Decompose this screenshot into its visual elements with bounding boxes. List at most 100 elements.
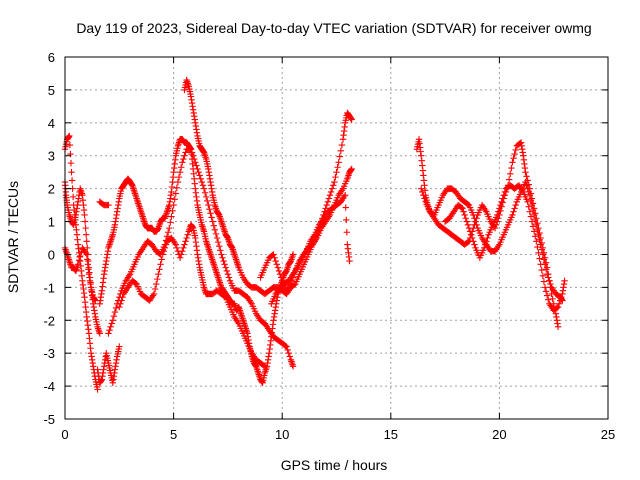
y-tick-label: 6 xyxy=(48,50,55,65)
data-point xyxy=(183,234,190,242)
series-track-i xyxy=(257,165,355,294)
data-point xyxy=(216,243,223,250)
data-point xyxy=(542,266,550,273)
data-point xyxy=(189,152,197,159)
axis-ticks xyxy=(64,56,609,420)
data-point xyxy=(466,228,474,235)
data-point xyxy=(462,215,469,222)
data-point xyxy=(459,205,466,212)
data-point xyxy=(94,386,101,393)
data-point xyxy=(511,150,518,158)
data-point xyxy=(525,188,532,196)
data-point xyxy=(196,172,203,179)
chart-title: Day 119 of 2023, Sidereal Day-to-day VTE… xyxy=(76,20,591,36)
data-point xyxy=(325,195,333,202)
data-point xyxy=(214,238,222,246)
data-point xyxy=(501,188,509,196)
data-point xyxy=(495,208,502,215)
data-point xyxy=(500,192,507,199)
data-point xyxy=(158,256,165,263)
data-point xyxy=(194,165,201,173)
data-point xyxy=(217,247,224,254)
data-point xyxy=(421,195,428,202)
data-point xyxy=(202,193,210,201)
data-point xyxy=(167,219,174,226)
data-point xyxy=(324,198,332,205)
data-point xyxy=(105,330,112,337)
data-point xyxy=(150,290,158,298)
x-tick-label: 15 xyxy=(384,427,398,442)
data-point xyxy=(285,349,292,357)
y-tick-labels: -5 -4 -3 -2 -1 0 1 2 3 4 5 6 xyxy=(43,50,55,427)
data-point xyxy=(67,150,74,158)
data-point xyxy=(529,223,537,230)
data-point xyxy=(527,196,535,204)
data-point xyxy=(328,185,336,192)
data-point xyxy=(528,218,536,225)
data-point xyxy=(526,208,534,215)
series-track-b xyxy=(61,178,103,337)
y-tick-label: -1 xyxy=(43,280,55,295)
data-point xyxy=(171,196,178,203)
data-point xyxy=(261,363,269,370)
data-point xyxy=(336,153,343,160)
x-tick-label: 0 xyxy=(61,427,68,442)
x-tick-label: 5 xyxy=(170,427,177,442)
data-point xyxy=(557,297,564,304)
data-point xyxy=(277,274,285,281)
data-point xyxy=(195,168,202,176)
data-point xyxy=(210,222,217,229)
data-point xyxy=(555,300,563,308)
data-point xyxy=(530,211,538,219)
data-point xyxy=(535,231,542,238)
data-point xyxy=(499,195,506,202)
data-point xyxy=(106,326,113,334)
data-point xyxy=(461,211,468,219)
data-point xyxy=(543,271,551,278)
data-point xyxy=(289,251,297,258)
data-point xyxy=(348,116,355,123)
x-tick-labels: 0 5 10 15 20 25 xyxy=(61,427,615,442)
data-point xyxy=(218,251,225,258)
data-point xyxy=(482,241,489,248)
data-point xyxy=(181,152,188,159)
data-point xyxy=(342,204,349,211)
data-point xyxy=(534,243,541,251)
data-point xyxy=(346,257,353,265)
data-point xyxy=(539,251,547,258)
data-point xyxy=(204,197,211,205)
y-tick-label: 2 xyxy=(48,182,55,197)
data-point xyxy=(338,141,346,149)
data-point xyxy=(109,317,116,324)
data-point xyxy=(460,208,467,215)
data-point xyxy=(178,251,185,258)
data-point xyxy=(182,238,189,245)
data-point xyxy=(169,207,176,215)
series-track-m xyxy=(418,178,566,304)
data-point xyxy=(523,173,530,180)
data-point xyxy=(156,266,163,273)
data-point xyxy=(162,241,170,248)
data-point xyxy=(111,308,119,316)
data-point xyxy=(326,192,334,199)
data-point xyxy=(467,231,475,238)
data-point xyxy=(287,280,295,288)
data-point xyxy=(554,303,562,311)
data-point xyxy=(541,284,549,291)
data-point xyxy=(337,147,345,154)
data-point xyxy=(181,241,188,248)
data-point xyxy=(178,164,185,171)
data-point xyxy=(547,280,554,288)
data-point xyxy=(496,205,503,212)
data-point xyxy=(68,168,75,176)
data-point xyxy=(532,216,539,224)
data-point xyxy=(66,132,73,140)
data-point xyxy=(527,213,535,220)
data-point xyxy=(275,267,283,275)
data-point xyxy=(545,274,552,281)
data-point xyxy=(201,189,209,196)
data-point xyxy=(464,238,472,246)
y-tick-label: -2 xyxy=(43,313,55,328)
series-track-k xyxy=(96,198,112,209)
